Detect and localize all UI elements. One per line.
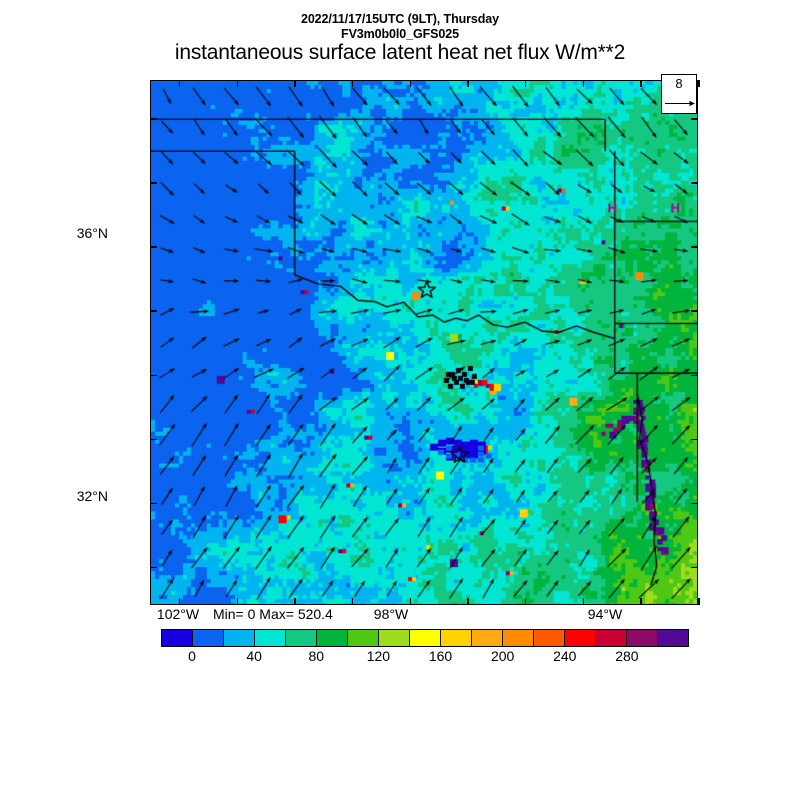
colorbar-swatch: [286, 630, 317, 646]
lat-tick: [150, 182, 157, 184]
lon-tick: [467, 598, 469, 605]
lon-tick: [640, 80, 642, 87]
colorbar-swatch: [472, 630, 503, 646]
lon-tick: [351, 80, 354, 87]
lon-tick: [178, 598, 181, 605]
colorbar-swatch: [534, 630, 565, 646]
lon-tick: [698, 598, 700, 605]
colorbar-swatch: [379, 630, 410, 646]
page-title: instantaneous surface latent heat net fl…: [174, 41, 626, 64]
lat-tick: [691, 502, 698, 505]
lon-tick: [351, 598, 354, 605]
header-model-id: FV3m0b0l0_GFS025: [341, 27, 459, 41]
lat-tick: [691, 182, 698, 184]
map-raster-canvas: [151, 81, 697, 604]
colorbar-swatch: [596, 630, 627, 646]
lon-label-94w: 94°W: [587, 606, 623, 622]
colorbar[interactable]: [161, 629, 689, 647]
lat-tick: [150, 566, 157, 569]
lon-tick: [409, 80, 412, 87]
lat-tick: [691, 118, 698, 120]
colorbar-swatch: [658, 630, 688, 646]
colorbar-tick-label: 0: [188, 648, 196, 664]
lat-tick: [150, 310, 157, 312]
wind-key-value: 8: [675, 76, 683, 91]
colorbar-swatch: [162, 630, 193, 646]
colorbar-tick-label: 200: [490, 648, 515, 664]
colorbar-swatch: [317, 630, 348, 646]
colorbar-tick-label: 120: [366, 648, 391, 664]
lon-tick: [640, 598, 642, 605]
colorbar-swatch: [193, 630, 224, 646]
wind-vector-key: 8: [661, 74, 697, 114]
lat-tick: [150, 118, 157, 120]
colorbar-tick-label: 80: [308, 648, 325, 664]
map-plot-area[interactable]: [150, 80, 698, 605]
lon-tick: [582, 80, 585, 87]
lat-tick: [150, 246, 157, 248]
colorbar-swatch: [224, 630, 255, 646]
lat-tick: [150, 502, 157, 505]
lon-tick: [409, 598, 412, 605]
lon-label-102w: 102°W: [156, 606, 200, 622]
colorbar-swatch: [627, 630, 658, 646]
lon-label-98w: 98°W: [373, 606, 409, 622]
lat-label-36n: 36°N: [76, 225, 108, 241]
lat-tick: [691, 374, 698, 376]
lat-tick: [691, 310, 698, 312]
colorbar-tick-label: 160: [428, 648, 453, 664]
colorbar-swatches: [161, 629, 689, 647]
lat-tick: [691, 246, 698, 248]
colorbar-tick-label: 40: [246, 648, 262, 664]
lon-tick: [467, 80, 469, 87]
colorbar-swatch: [565, 630, 596, 646]
lon-tick: [178, 80, 181, 87]
lat-tick: [150, 438, 157, 441]
lon-tick: [698, 80, 700, 87]
lon-tick: [582, 598, 585, 605]
min-max-readout: Min= 0 Max= 520.4: [213, 606, 333, 622]
header-datetime: 2022/11/17/15UTC (9LT), Thursday: [300, 12, 500, 26]
colorbar-swatch: [348, 630, 379, 646]
lon-tick: [524, 598, 527, 605]
lon-tick: [294, 598, 296, 605]
lat-tick: [691, 438, 698, 441]
lon-tick: [294, 80, 296, 87]
lon-tick: [236, 598, 239, 605]
lat-tick: [150, 374, 157, 376]
lat-label-32n: 32°N: [76, 488, 108, 504]
colorbar-swatch: [441, 630, 472, 646]
lon-tick: [236, 80, 239, 87]
colorbar-swatch: [255, 630, 286, 646]
lon-tick: [524, 80, 527, 87]
colorbar-swatch: [410, 630, 441, 646]
colorbar-swatch: [503, 630, 534, 646]
colorbar-tick-labels: 0 40 80 120 160 200 240 280: [161, 648, 689, 666]
colorbar-tick-label: 240: [553, 648, 577, 664]
wind-arrow-icon: [665, 100, 695, 107]
colorbar-tick-label: 280: [615, 648, 639, 664]
lat-tick: [691, 566, 698, 569]
